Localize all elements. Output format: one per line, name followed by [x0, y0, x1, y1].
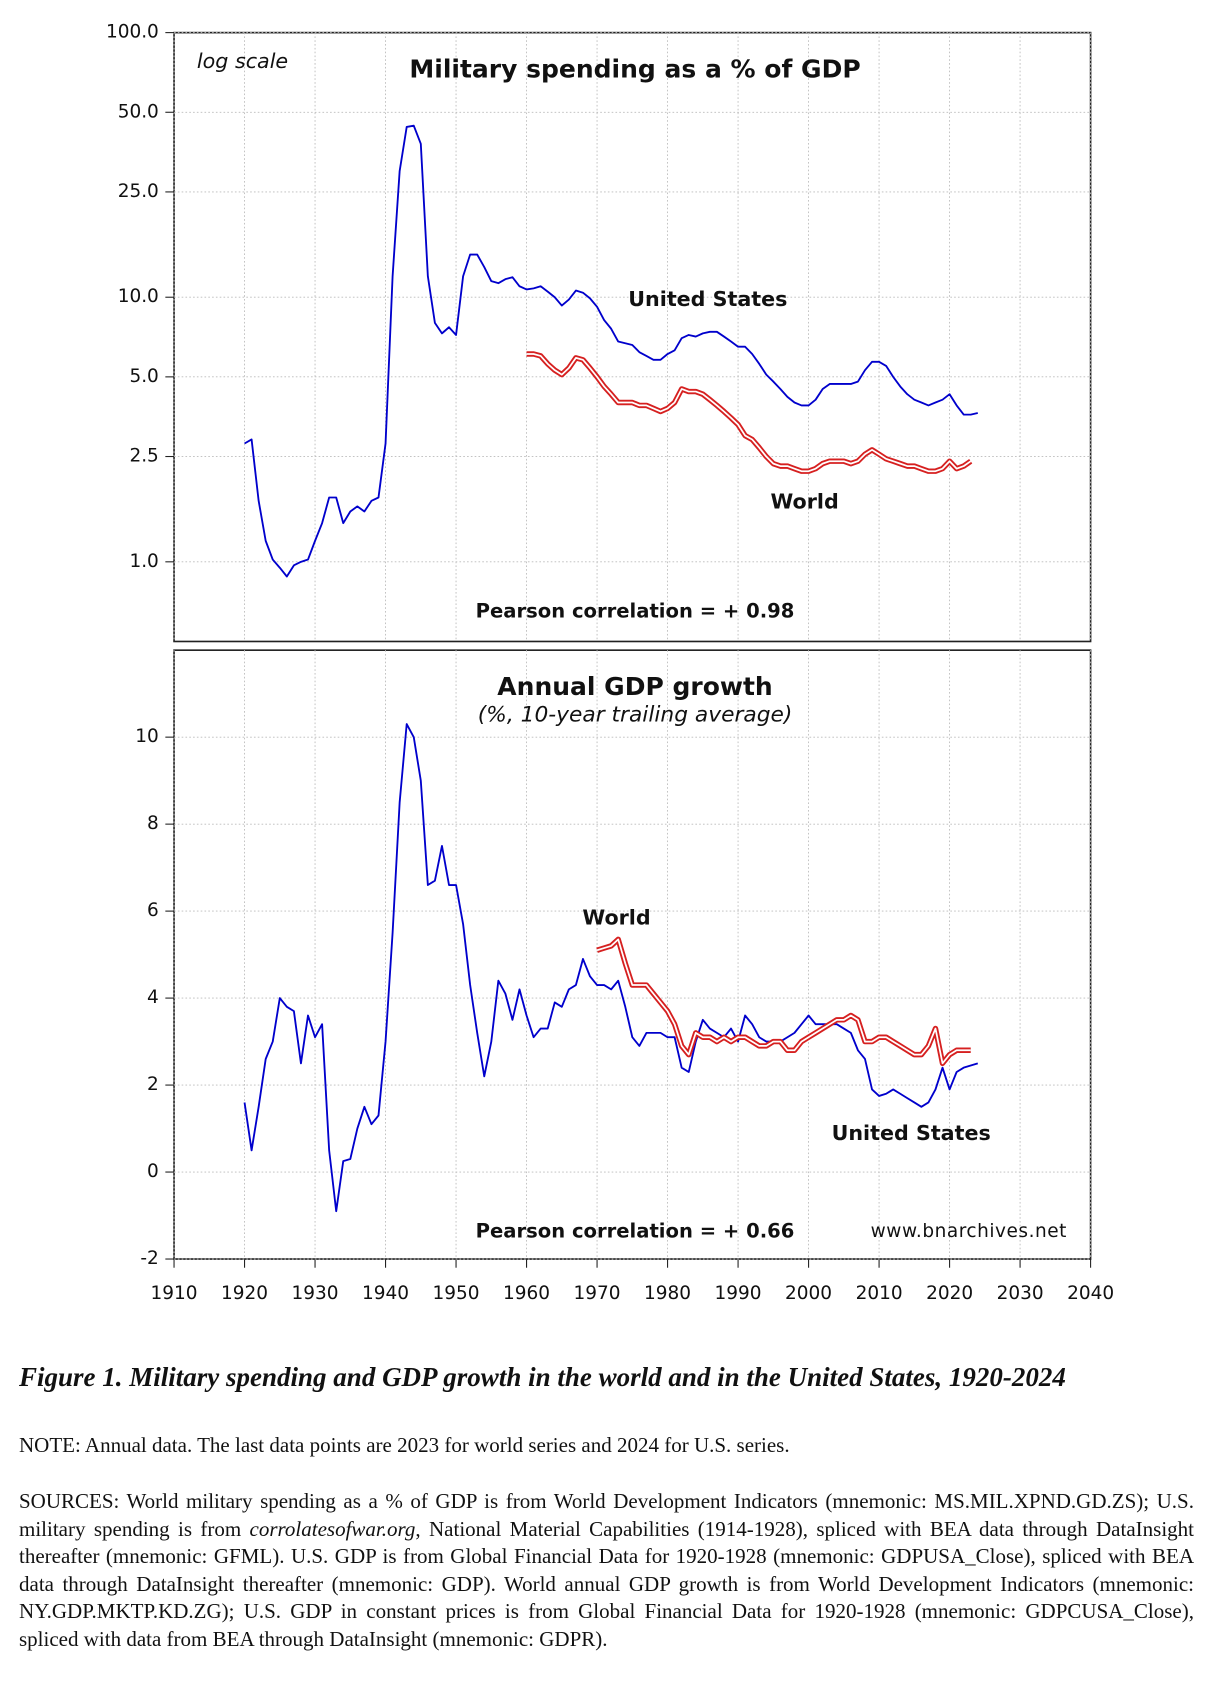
x-tick-label: 2000	[785, 1283, 832, 1304]
chart-subtitle: (%, 10-year trailing average)	[478, 702, 793, 727]
y-tick-label: 2.5	[129, 446, 158, 467]
y-tick-label: 50.0	[118, 101, 159, 122]
series-label: United States	[628, 287, 787, 311]
sources-text: , National Material Capabilities (1914-1…	[19, 1516, 1194, 1651]
y-tick-label: 0	[147, 1161, 159, 1182]
series-label: United States	[832, 1121, 991, 1145]
sources-link: corrolatesofwar.org	[249, 1516, 416, 1541]
x-tick-label: 1940	[362, 1283, 409, 1304]
sources-text: SOURCES: World military spending as a % …	[19, 1489, 1194, 1541]
series-line-inner	[596, 938, 971, 1065]
chart-note: log scale	[197, 49, 288, 73]
y-tick-label: 4	[147, 987, 159, 1008]
x-tick-label: 1970	[574, 1283, 621, 1304]
x-tick-label: 2020	[926, 1283, 973, 1304]
chart-annotation: Pearson correlation = + 0.66	[476, 1219, 795, 1242]
x-tick-label: 1920	[221, 1283, 268, 1304]
y-tick-label: 8	[147, 813, 159, 834]
chart-title: Military spending as a % of GDP	[409, 55, 860, 84]
plot-frame	[173, 31, 1092, 643]
x-tick-label: 1960	[503, 1283, 550, 1304]
y-tick-label: 10.0	[118, 286, 159, 307]
x-tick-label: 1980	[644, 1283, 691, 1304]
series-line-inner	[526, 353, 972, 473]
series-line	[243, 723, 979, 1213]
x-tick-label: 2010	[856, 1283, 903, 1304]
x-tick-label: 1950	[433, 1283, 480, 1304]
y-tick-label: -2	[140, 1248, 158, 1269]
chart-annotation: Pearson correlation = + 0.98	[476, 600, 795, 623]
x-tick-label: 2030	[997, 1283, 1044, 1304]
y-tick-label: 2	[147, 1074, 159, 1095]
chart-watermark: www.bnarchives.net	[871, 1221, 1067, 1242]
figure-note: NOTE: Annual data. The last data points …	[19, 1433, 790, 1457]
series-label: World	[771, 489, 839, 513]
chart: 1.0 2.5 5.0 10.0 25.0 50.0 100.0 log scale Milit…	[106, 22, 1114, 1304]
chart-title: Annual GDP growth	[497, 672, 772, 701]
figure-sources: SOURCES: World military spending as a % …	[19, 1488, 1194, 1653]
x-tick-label: 1910	[151, 1283, 198, 1304]
x-tick-label: 1990	[715, 1283, 762, 1304]
figure-caption: Figure 1. Military spending and GDP grow…	[19, 1362, 1066, 1392]
x-tick-label: 2040	[1067, 1283, 1114, 1304]
plot-frame	[173, 649, 1092, 1260]
y-tick-label: 100.0	[106, 22, 159, 43]
series-label: World	[582, 906, 650, 930]
y-tick-label: 6	[147, 900, 159, 921]
y-tick-label: 10	[135, 726, 159, 747]
series-line	[244, 124, 978, 578]
x-tick-label: 1930	[292, 1283, 339, 1304]
y-tick-label: 25.0	[118, 181, 159, 202]
y-tick-label: 5.0	[129, 366, 158, 387]
y-tick-label: 1.0	[129, 551, 158, 572]
